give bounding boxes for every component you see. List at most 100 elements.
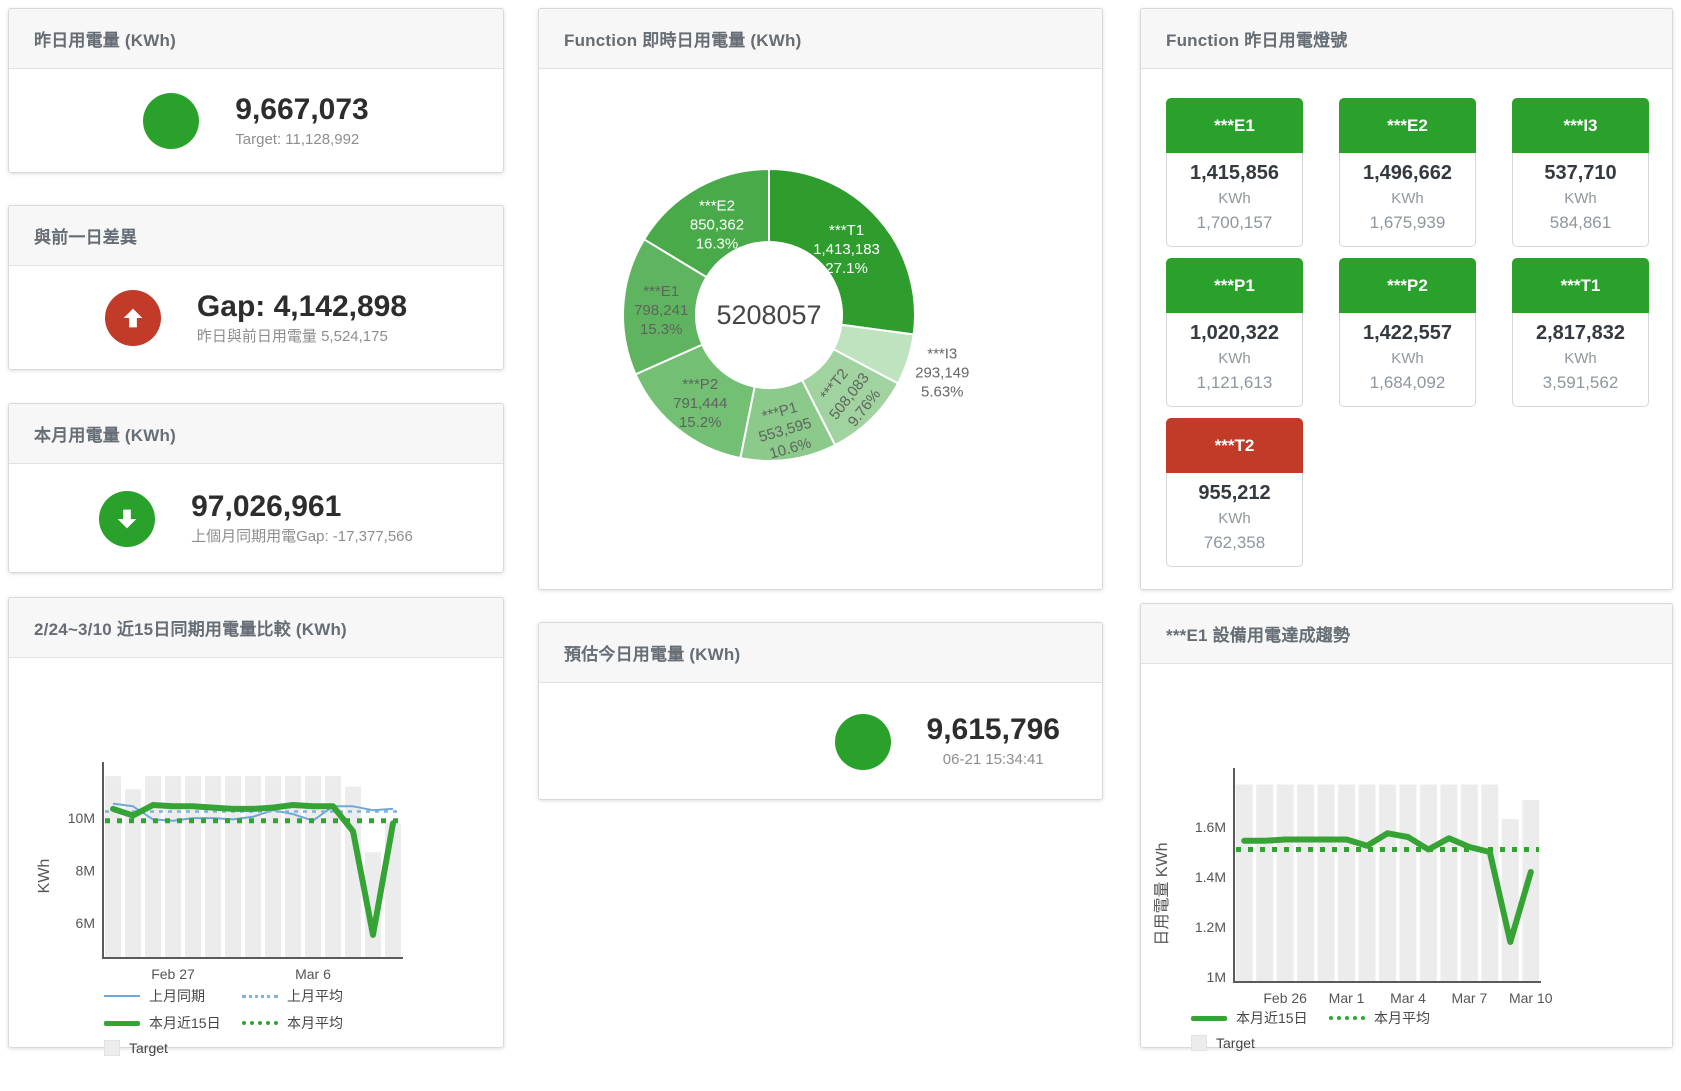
donut-chart-plot[interactable]: ***T1 1,413,183 27.1% ***I3 293,149 5.63% ***T… xyxy=(539,69,1102,595)
legend-label: 本月平均 xyxy=(287,1015,343,1031)
panel-title: 昨日用電量 (KWh) xyxy=(34,31,176,50)
legend-item: 本月近15日 xyxy=(104,1013,242,1033)
tile-target: 1,700,157 xyxy=(1196,213,1273,232)
tile-value: 1,415,856 xyxy=(1190,162,1279,184)
trend-chart-plot[interactable]: 1M 1.2M 1.4M 1.6M Feb 26 Mar 1 Mar 4 Mar 7 Mar 1… xyxy=(1141,764,1674,1009)
legend-box-icon xyxy=(104,1040,120,1056)
tile-target: 584,861 xyxy=(1549,213,1612,232)
status-tile: ***T1 2,817,832 KWh 3,591,562 xyxy=(1512,258,1649,407)
svg-text:Mar 6: Mar 6 xyxy=(295,966,331,982)
legend-label: Target xyxy=(1216,1035,1255,1051)
tile-target: 1,121,613 xyxy=(1196,373,1273,392)
svg-text:Mar 1: Mar 1 xyxy=(1329,990,1365,1004)
panel-header: 本月用電量 (KWh) xyxy=(9,404,503,464)
tile-value: 537,710 xyxy=(1544,162,1617,184)
svg-text:1M: 1M xyxy=(1207,969,1226,985)
tile-unit: KWh xyxy=(1218,350,1251,367)
legend-green-dash-icon xyxy=(242,1021,278,1025)
tile-unit: KWh xyxy=(1391,190,1424,207)
legend-label: 本月平均 xyxy=(1374,1010,1430,1026)
status-tile: ***P1 1,020,322 KWh 1,121,613 xyxy=(1166,258,1303,407)
tile-target: 1,684,092 xyxy=(1369,373,1446,392)
svg-text:Feb 27: Feb 27 xyxy=(151,966,195,982)
panel-forecast-today: 預估今日用電量 (KWh) 9,615,796 06-21 15:34:41 xyxy=(538,622,1103,800)
panel-header: 昨日用電量 (KWh) xyxy=(9,9,503,69)
svg-text:10M: 10M xyxy=(68,810,95,826)
tile-target: 3,591,562 xyxy=(1542,373,1619,392)
panel-title: 本月用電量 (KWh) xyxy=(34,426,176,445)
stat-subtitle: 上個月同期用電Gap: -17,377,566 xyxy=(191,528,413,545)
panel-status-lights: Function 昨日用電燈號 ***E1 1,415,856 KWh 1,70… xyxy=(1140,8,1673,590)
legend-blue-dash-icon xyxy=(242,994,278,998)
legend-label: 本月近15日 xyxy=(1236,1010,1308,1026)
panel-e1-trend: ***E1 設備用電達成趨勢 1M 1.2M 1.4M 1.6M Feb 26 Mar 1… xyxy=(1140,603,1674,1051)
panel-title: Function 即時日用電量 (KWh) xyxy=(564,31,802,50)
panel-header: Function 昨日用電燈號 xyxy=(1141,9,1672,69)
svg-text:Feb 26: Feb 26 xyxy=(1263,990,1307,1004)
tile-name: ***I3 xyxy=(1512,98,1649,153)
svg-text:6M: 6M xyxy=(76,915,95,931)
panel-title: ***E1 設備用電達成趨勢 xyxy=(1166,626,1351,645)
status-tile: ***P2 1,422,557 KWh 1,684,092 xyxy=(1339,258,1476,407)
status-circle-icon xyxy=(834,713,891,770)
panel-header: Function 即時日用電量 (KWh) xyxy=(539,9,1102,69)
tile-unit: KWh xyxy=(1564,190,1597,207)
tile-name: ***T1 xyxy=(1512,258,1649,313)
svg-text:日用電量 KWh: 日用電量 KWh xyxy=(1154,842,1171,945)
status-tile-grid: ***E1 1,415,856 KWh 1,700,157 ***E2 1,49… xyxy=(1141,69,1672,567)
tile-name: ***E2 xyxy=(1339,98,1476,153)
panel-header: 預估今日用電量 (KWh) xyxy=(539,623,1102,683)
legend-label: 本月近15日 xyxy=(149,1015,221,1031)
legend-item: 本月平均 xyxy=(1329,1008,1467,1028)
tile-value: 1,422,557 xyxy=(1363,322,1452,344)
status-tile: ***I3 537,710 KWh 584,861 xyxy=(1512,98,1649,247)
tile-value: 1,020,322 xyxy=(1190,322,1279,344)
svg-text:Mar 10: Mar 10 xyxy=(1509,990,1553,1004)
svg-text:KWh: KWh xyxy=(36,859,53,894)
status-tile: ***T2 955,212 KWh 762,358 xyxy=(1166,418,1303,567)
trend-chart-legend: 本月近15日 本月平均 Target xyxy=(1191,1008,1491,1058)
svg-text:8M: 8M xyxy=(76,863,95,879)
stat-value: 97,026,961 xyxy=(191,490,342,523)
tile-unit: KWh xyxy=(1391,350,1424,367)
panel-header: 2/24~3/10 近15日同期用電量比較 (KWh) xyxy=(9,598,503,658)
legend-item: Target xyxy=(104,1040,242,1056)
svg-text:5208057: 5208057 xyxy=(716,300,821,330)
legend-green-thick-icon xyxy=(1191,1015,1227,1021)
stat-row: 9,615,796 06-21 15:34:41 xyxy=(539,683,1102,800)
stat-row: 97,026,961 上個月同期用電Gap: -17,377,566 xyxy=(9,464,503,573)
panel-title: Function 昨日用電燈號 xyxy=(1166,31,1348,50)
stat-timestamp: 06-21 15:34:41 xyxy=(942,751,1044,768)
panel-header: 與前一日差異 xyxy=(9,206,503,266)
svg-text:Mar 4: Mar 4 xyxy=(1390,990,1426,1004)
svg-text:Mar 7: Mar 7 xyxy=(1451,990,1487,1004)
tile-name: ***P2 xyxy=(1339,258,1476,313)
panel-month-usage: 本月用電量 (KWh) 97,026,961 上個月同期用電Gap: -17,3… xyxy=(8,403,504,573)
status-circle-icon xyxy=(143,93,200,149)
tile-unit: KWh xyxy=(1218,510,1251,527)
legend-blue-line-icon xyxy=(104,995,140,997)
status-tile: ***E2 1,496,662 KWh 1,675,939 xyxy=(1339,98,1476,247)
panel-header: ***E1 設備用電達成趨勢 xyxy=(1141,604,1672,664)
svg-text:1.4M: 1.4M xyxy=(1195,869,1226,885)
tile-target: 1,675,939 xyxy=(1369,213,1446,232)
legend-label: 上月平均 xyxy=(287,988,343,1004)
legend-item: 本月平均 xyxy=(242,1013,380,1033)
svg-text:1.6M: 1.6M xyxy=(1195,819,1226,835)
tile-name: ***T2 xyxy=(1166,418,1303,473)
stat-subtitle: Target: 11,128,992 xyxy=(235,130,360,148)
legend-green-dash-icon xyxy=(1329,1016,1365,1020)
compare-chart-plot[interactable]: 6M 8M 10M Feb 27 Mar 6 KWh xyxy=(9,758,505,1001)
legend-item: 上月同期 xyxy=(104,986,242,1006)
panel-day-gap: 與前一日差異 Gap: 4,142,898 昨日與前日用電量 5,524,175 xyxy=(8,205,504,370)
panel-title: 預估今日用電量 (KWh) xyxy=(564,645,741,664)
tile-unit: KWh xyxy=(1564,350,1597,367)
stat-subtitle: 昨日與前日用電量 5,524,175 xyxy=(196,327,388,345)
stat-value: Gap: 4,142,898 xyxy=(196,289,408,323)
panel-title: 2/24~3/10 近15日同期用電量比較 (KWh) xyxy=(34,620,347,639)
panel-realtime-donut: Function 即時日用電量 (KWh) ***T1 1,413,183 27.1… xyxy=(538,8,1103,590)
